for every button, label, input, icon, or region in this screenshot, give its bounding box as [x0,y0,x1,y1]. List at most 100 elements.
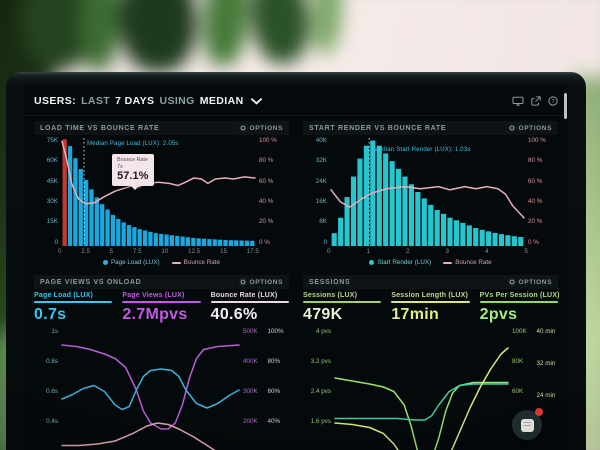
metric-underline [34,301,113,304]
legend-item[interactable]: Bounce Rate [443,259,492,266]
options-label: OPTIONS [249,278,283,286]
page-views-plot [62,327,239,450]
axis-tick: 20 % [259,218,274,226]
axis-tick: 40 % [259,197,274,205]
median-annotation: Median Page Load (LUX): 2.05s [87,141,179,148]
range-value-label: 7 DAYS [115,95,155,107]
panel-title: PAGE VIEWS VS ONLOAD [40,278,142,286]
y-axis-left: 1s 0.8s 0.6s 0.4s [34,328,62,425]
y-axis-right-min: 40 min 32 min 24 min [536,328,559,425]
metric-underline [210,301,289,304]
metric-session-length: Session Length (LUX) 17min [391,292,470,324]
axis-tick: 0.6s [46,388,58,396]
axis-tick: 5 [109,248,114,255]
axis-tick: 60K [512,388,524,396]
axis-tick: 20 % [528,218,543,226]
sessions-plot [335,327,508,450]
panel-title: LOAD TIME VS BOUNCE RATE [40,124,160,132]
series-line-icon [443,261,453,264]
axis-tick: 32K [315,157,327,165]
axis-tick: 40% [267,417,281,425]
metric-value: 17min [391,306,440,324]
axis-tick: 60 % [259,177,274,185]
metric-value: 0.7s [34,306,67,324]
options-button[interactable]: OPTIONS [508,124,552,132]
axis-tick: 0.4s [46,417,58,425]
chevron-down-icon[interactable] [250,97,262,105]
axis-tick: 300K [243,388,258,396]
gear-icon [239,124,246,132]
y-axis-right-k: 500K 400K 300K 200K [243,328,265,425]
axis-tick: 0 [58,248,62,255]
metric-label: PVs Per Session (LUX) [479,292,560,300]
panel-header: START RENDER VS BOUNCE RATE OPTIONS [303,121,558,135]
legend-item[interactable]: Bounce Rate [171,259,221,267]
y-axis-left: 40K 32K 24K 16K 8K 0 [303,137,331,246]
options-label: OPTIONS [249,124,283,132]
metric-label: Page Views (LUX) [122,292,185,300]
x-axis: 0 2.5 5 7.5 10 12.5 15 17.5 [58,248,259,255]
chat-widget-button[interactable] [512,408,543,440]
panel-title: START RENDER VS BOUNCE RATE [309,124,447,132]
axis-tick: 40 min [536,328,556,336]
legend-label: Bounce Rate [183,259,221,267]
panel-grid: LOAD TIME VS BOUNCE RATE OPTIONS 75K 60K 4… [24,116,568,450]
axis-tick: 100 % [259,137,277,144]
metric-label: Sessions (LUX) [303,292,358,300]
axis-tick: 3 [445,248,449,255]
axis-tick: 3.2 pvs [310,358,331,366]
help-icon[interactable]: ? [548,96,558,106]
y-axis-right: 100 % 80 % 60 % 40 % 20 % 0 % [255,137,289,246]
axis-tick: 75K [46,137,58,144]
scrollbar-thumb[interactable] [564,93,567,119]
users-label: USERS: [34,95,77,107]
dashboard-titlebar: USERS: LAST 7 DAYS USING MEDIAN ? [24,85,568,116]
legend-item[interactable]: Start Render (LUX) [369,259,431,266]
axis-tick: 80% [267,358,281,366]
start-render-plot: Median Start Render (LUX): 1.03s [331,138,524,246]
legend-item[interactable]: Page Load (LUX) [102,259,160,267]
display-icon[interactable] [512,96,524,106]
axis-tick: 0 % [528,238,539,246]
x-axis: 0 1 2 3 4 5 [327,248,528,255]
options-button[interactable]: OPTIONS [239,278,283,286]
axis-tick: 400K [243,358,258,366]
axis-tick: 15 [219,248,227,255]
axis-tick: 60% [267,388,281,396]
axis-tick: 0.8s [46,358,58,366]
axis-tick: 17.5 [246,248,259,255]
notification-badge [535,408,543,416]
axis-tick: 2.5 [81,248,90,255]
axis-tick: 2.4 pvs [310,388,331,396]
options-button[interactable]: OPTIONS [239,124,283,132]
dashboard-screen: USERS: LAST 7 DAYS USING MEDIAN ? [24,85,568,450]
axis-tick: 1 [366,248,370,255]
share-icon[interactable] [531,96,541,106]
metric-page-load: Page Load (LUX) 0.7s [34,292,113,324]
series-line-icon [171,261,181,264]
svg-text:?: ? [551,99,555,105]
panel-load-time: LOAD TIME VS BOUNCE RATE OPTIONS 75K 60K 4… [34,121,289,266]
options-button[interactable]: OPTIONS [508,278,552,286]
legend-label: Page Load (LUX) [110,259,160,267]
metric-value-label: MEDIAN [199,95,244,107]
metric-value: 2pvs [479,306,518,324]
gear-icon [239,278,246,286]
metric-value: 479K [303,306,343,324]
metric-label: Bounce Rate (LUX) [210,292,278,300]
metric-row: Page Load (LUX) 0.7s Page Views (LUX) 2.… [34,292,289,323]
axis-tick: 24 min [536,392,556,400]
series-dot-icon [369,260,375,266]
axis-tick: 1s [51,328,58,336]
chart-legend: Start Render (LUX) Bounce Rate [303,259,558,266]
panel-header: LOAD TIME VS BOUNCE RATE OPTIONS [34,121,289,135]
median-annotation: Median Start Render (LUX): 1.03s [373,146,471,153]
axis-tick: 4 [484,248,489,255]
axis-tick: 24K [315,177,327,185]
y-axis-right-group: 500K 400K 300K 200K 100% 80% 60% 40% [239,327,289,450]
axis-tick: 40K [315,137,327,144]
axis-tick: 100 % [528,137,546,144]
metric-value: 2.7Mpvs [122,306,188,324]
laptop: USERS: LAST 7 DAYS USING MEDIAN ? [6,72,586,450]
axis-tick: 0 [54,238,58,246]
